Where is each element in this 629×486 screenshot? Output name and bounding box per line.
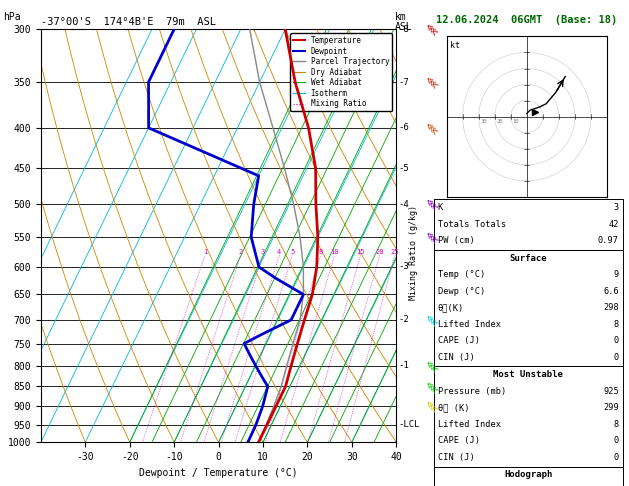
Text: θᴄ (K): θᴄ (K) (438, 403, 469, 412)
Text: Dewp (°C): Dewp (°C) (438, 287, 485, 295)
Text: ⋘: ⋘ (423, 398, 440, 415)
Text: 20: 20 (496, 119, 503, 124)
Text: kt: kt (450, 41, 460, 50)
X-axis label: Dewpoint / Temperature (°C): Dewpoint / Temperature (°C) (139, 468, 298, 478)
Text: hPa: hPa (3, 12, 21, 22)
Text: 298: 298 (603, 303, 619, 312)
Text: PW (cm): PW (cm) (438, 236, 474, 245)
Text: -37°00'S  174°4B'E  79m  ASL: -37°00'S 174°4B'E 79m ASL (41, 17, 216, 27)
Text: Lifted Index: Lifted Index (438, 420, 501, 429)
Text: 6.6: 6.6 (603, 287, 619, 295)
Text: Pressure (mb): Pressure (mb) (438, 387, 506, 396)
Text: ⋘: ⋘ (423, 229, 440, 245)
Text: km: km (395, 12, 407, 22)
Text: K: K (438, 203, 443, 212)
Text: θᴄ(K): θᴄ(K) (438, 303, 464, 312)
Text: ⋘: ⋘ (423, 378, 440, 395)
Text: -2: -2 (398, 315, 409, 324)
Text: 42: 42 (608, 220, 619, 228)
Text: 0.97: 0.97 (598, 236, 619, 245)
Text: 2: 2 (238, 249, 243, 255)
Text: -7: -7 (398, 78, 409, 87)
Text: 10: 10 (330, 249, 339, 255)
Legend: Temperature, Dewpoint, Parcel Trajectory, Dry Adiabat, Wet Adiabat, Isotherm, Mi: Temperature, Dewpoint, Parcel Trajectory… (290, 33, 392, 111)
Text: 925: 925 (603, 387, 619, 396)
Text: 1: 1 (203, 249, 207, 255)
Text: Lifted Index: Lifted Index (438, 320, 501, 329)
Text: -8: -8 (398, 25, 409, 34)
Text: 10: 10 (513, 119, 519, 124)
Text: -3: -3 (398, 262, 409, 272)
Text: ⋘: ⋘ (423, 21, 440, 37)
Text: Most Unstable: Most Unstable (493, 370, 564, 379)
Text: Hodograph: Hodograph (504, 470, 552, 479)
Text: 8: 8 (614, 420, 619, 429)
Text: ASL: ASL (395, 21, 413, 32)
Text: ⋘: ⋘ (423, 357, 440, 374)
Text: 299: 299 (603, 403, 619, 412)
Text: 4: 4 (277, 249, 281, 255)
Text: 3: 3 (614, 203, 619, 212)
Text: -4: -4 (398, 200, 409, 209)
Text: -LCL: -LCL (398, 420, 420, 429)
Y-axis label: hPa: hPa (0, 227, 2, 244)
Text: ⋘: ⋘ (423, 312, 440, 329)
Text: ⋘: ⋘ (423, 73, 440, 90)
Text: 5: 5 (290, 249, 294, 255)
Text: -5: -5 (398, 164, 409, 173)
Text: Temp (°C): Temp (°C) (438, 270, 485, 279)
Text: 0: 0 (614, 453, 619, 462)
Text: 8: 8 (614, 320, 619, 329)
Text: CAPE (J): CAPE (J) (438, 336, 480, 345)
Text: 25: 25 (391, 249, 399, 255)
Text: 8: 8 (318, 249, 323, 255)
Text: 15: 15 (357, 249, 365, 255)
Text: 0: 0 (614, 436, 619, 445)
Text: -1: -1 (398, 361, 409, 370)
Text: 0: 0 (614, 353, 619, 362)
Text: Totals Totals: Totals Totals (438, 220, 506, 228)
Text: 9: 9 (614, 270, 619, 279)
Text: -6: -6 (398, 123, 409, 132)
Text: ⋘: ⋘ (423, 196, 440, 213)
Text: CIN (J): CIN (J) (438, 453, 474, 462)
Text: 0: 0 (614, 336, 619, 345)
Text: CAPE (J): CAPE (J) (438, 436, 480, 445)
Text: 20: 20 (376, 249, 384, 255)
Text: ⋘: ⋘ (423, 120, 440, 136)
Text: 30: 30 (481, 119, 487, 124)
Text: Surface: Surface (509, 254, 547, 262)
Text: 3: 3 (261, 249, 265, 255)
Text: 12.06.2024  06GMT  (Base: 18): 12.06.2024 06GMT (Base: 18) (436, 15, 618, 25)
Text: CIN (J): CIN (J) (438, 353, 474, 362)
Text: Mixing Ratio (g/kg): Mixing Ratio (g/kg) (409, 205, 418, 300)
